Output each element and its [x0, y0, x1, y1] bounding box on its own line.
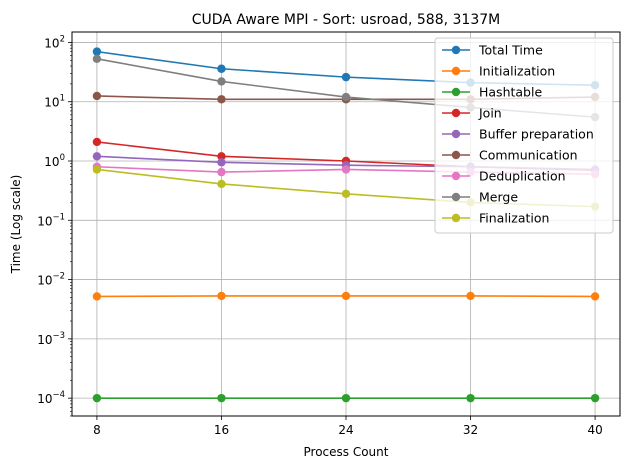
x-tick-label: 8 [93, 423, 101, 437]
data-point [92, 165, 102, 174]
y-tick-label: 100 [44, 153, 65, 169]
legend-label: Finalization [479, 211, 549, 226]
y-tick-base: 10 [44, 155, 59, 169]
x-tick-label: 32 [463, 423, 478, 437]
legend-label: Merge [479, 190, 518, 205]
series-initialization [92, 291, 600, 301]
data-point [217, 95, 226, 104]
y-axis-label: Time (Log scale) [9, 175, 23, 275]
legend-item: Total Time [442, 43, 543, 58]
x-tick-label: 40 [587, 423, 602, 437]
legend-marker [451, 213, 461, 223]
legend-box [434, 37, 614, 234]
legend-item: Buffer preparation [442, 127, 594, 142]
legend-label: Hashtable [479, 85, 542, 100]
legend-item: Initialization [442, 64, 555, 79]
chart-title: CUDA Aware MPI - Sort: usroad, 588, 3137… [192, 12, 500, 28]
y-tick-exponent: 0 [60, 153, 65, 163]
data-point [217, 64, 226, 73]
legend-marker [451, 129, 461, 139]
y-tick-exponent: −3 [52, 331, 65, 341]
x-tick-label: 24 [338, 423, 353, 437]
data-point [590, 393, 600, 403]
legend-marker [451, 66, 461, 76]
legend-marker [451, 150, 461, 160]
y-tick-exponent: −2 [52, 272, 65, 282]
y-tick-base: 10 [44, 36, 59, 50]
legend-label: Deduplication [479, 169, 566, 184]
y-tick-label: 10−1 [37, 212, 65, 228]
legend-label: Join [478, 106, 502, 121]
data-point [92, 47, 102, 56]
data-point [92, 91, 102, 101]
legend-item: Deduplication [442, 169, 566, 184]
y-tick-label: 102 [44, 34, 65, 50]
y-tick-exponent: −4 [52, 390, 65, 400]
legend-label: Communication [479, 148, 578, 163]
legend-marker [451, 45, 461, 55]
y-tick-label: 10−3 [37, 331, 65, 347]
y-tick-label: 10−2 [37, 272, 65, 288]
data-point [92, 292, 102, 301]
data-point [217, 167, 226, 177]
legend-item: Finalization [442, 211, 549, 226]
data-point [341, 189, 351, 198]
series-hashtable [92, 393, 600, 403]
legend-marker [451, 171, 461, 181]
y-tick-exponent: 1 [60, 94, 65, 104]
y-tick-base: 10 [37, 333, 52, 347]
data-point [590, 292, 600, 301]
y-tick-exponent: 2 [60, 34, 65, 44]
legend-item: Communication [442, 148, 578, 163]
legend-item: Hashtable [442, 85, 542, 100]
data-point [341, 165, 351, 174]
legend-label: Buffer preparation [479, 127, 594, 142]
data-point [92, 54, 102, 63]
legend-item: Join [442, 106, 502, 121]
x-tick-label: 16 [214, 423, 229, 437]
y-tick-base: 10 [37, 274, 52, 288]
legend-label: Total Time [478, 43, 543, 58]
legend-item: Merge [442, 190, 518, 205]
data-point [217, 158, 226, 167]
y-tick-base: 10 [37, 392, 52, 406]
data-point [92, 152, 102, 161]
legend: Total Time Initialization Hashtable Join Buf… [434, 37, 614, 234]
data-point [217, 77, 226, 86]
data-point [217, 291, 226, 301]
data-point [92, 393, 102, 403]
data-point [341, 291, 351, 301]
x-axis: 8 16 24 32 40 [93, 416, 603, 437]
data-point [466, 393, 475, 403]
y-tick-label: 10−4 [37, 390, 65, 406]
y-tick-exponent: −1 [52, 212, 65, 222]
y-tick-label: 101 [44, 94, 65, 110]
x-axis-label: Process Count [304, 445, 389, 459]
legend-marker [451, 192, 461, 202]
legend-marker [451, 87, 461, 97]
data-point [92, 137, 102, 147]
y-tick-base: 10 [37, 214, 52, 228]
data-point [217, 179, 226, 189]
data-point [341, 393, 351, 403]
data-point [341, 72, 351, 82]
legend-label: Initialization [479, 64, 555, 79]
data-point [466, 291, 475, 301]
y-tick-base: 10 [44, 96, 59, 110]
data-point [217, 393, 226, 403]
data-point [217, 152, 226, 161]
legend-marker [451, 108, 461, 118]
data-point [341, 92, 351, 102]
